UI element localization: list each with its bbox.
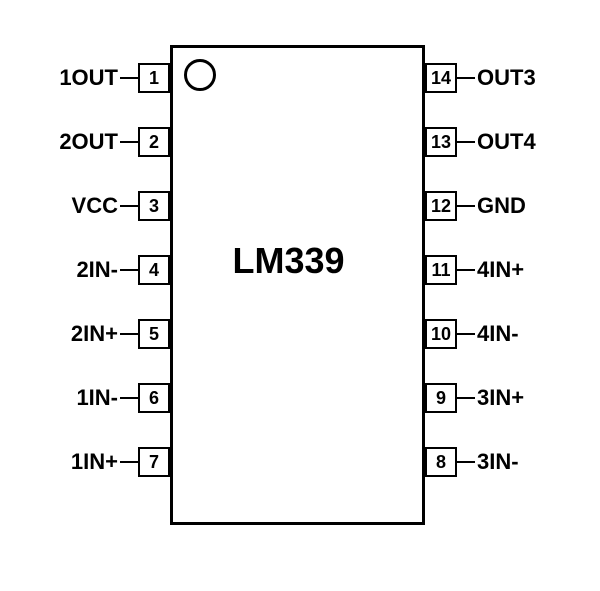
pin-lead xyxy=(120,269,138,271)
pin-lead xyxy=(120,461,138,463)
pin-label: 2IN- xyxy=(76,257,118,283)
ic-pinout-diagram: LM339 1 1OUT 2 2OUT 3 VCC 4 2IN- 5 2IN+ 6 1IN- 7 1IN+… xyxy=(0,0,600,591)
pin-label: OUT4 xyxy=(477,129,536,155)
pin-lead xyxy=(457,397,475,399)
pin-number: 2 xyxy=(149,132,159,153)
pin-label: 4IN+ xyxy=(477,257,524,283)
pin-number: 10 xyxy=(431,324,451,345)
pin-lead xyxy=(457,205,475,207)
pin-box: 7 xyxy=(138,447,170,477)
pin-number: 6 xyxy=(149,388,159,409)
pin-label: 2OUT xyxy=(59,129,118,155)
pin-box: 5 xyxy=(138,319,170,349)
pin-lead xyxy=(457,77,475,79)
pin-number: 11 xyxy=(431,260,450,281)
pin-number: 4 xyxy=(149,260,159,281)
pin-box: 11 xyxy=(425,255,457,285)
pin-box: 12 xyxy=(425,191,457,221)
pin-lead xyxy=(120,397,138,399)
pin-number: 1 xyxy=(149,68,159,89)
pin-box: 1 xyxy=(138,63,170,93)
pin-lead xyxy=(120,141,138,143)
pin-label: 1OUT xyxy=(59,65,118,91)
pin-label: VCC xyxy=(72,193,118,219)
pin1-notch xyxy=(184,59,216,91)
pin-box: 2 xyxy=(138,127,170,157)
chip-name: LM339 xyxy=(233,240,345,282)
pin-label: GND xyxy=(477,193,526,219)
pin-label: 4IN- xyxy=(477,321,519,347)
pin-number: 8 xyxy=(436,452,446,473)
pin-lead xyxy=(120,205,138,207)
pin-label: 1IN- xyxy=(76,385,118,411)
pin-lead xyxy=(120,77,138,79)
pin-box: 4 xyxy=(138,255,170,285)
pin-number: 14 xyxy=(431,68,451,89)
pin-box: 9 xyxy=(425,383,457,413)
pin-label: OUT3 xyxy=(477,65,536,91)
pin-number: 13 xyxy=(431,132,451,153)
pin-lead xyxy=(457,333,475,335)
pin-box: 14 xyxy=(425,63,457,93)
pin-label: 2IN+ xyxy=(71,321,118,347)
pin-number: 9 xyxy=(436,388,446,409)
pin-box: 3 xyxy=(138,191,170,221)
pin-box: 13 xyxy=(425,127,457,157)
pin-number: 7 xyxy=(149,452,159,473)
pin-lead xyxy=(120,333,138,335)
chip-body xyxy=(170,45,425,525)
pin-lead xyxy=(457,461,475,463)
pin-box: 8 xyxy=(425,447,457,477)
pin-number: 12 xyxy=(431,196,451,217)
pin-box: 10 xyxy=(425,319,457,349)
pin-label: 3IN- xyxy=(477,449,519,475)
pin-label: 1IN+ xyxy=(71,449,118,475)
pin-lead xyxy=(457,141,475,143)
pin-lead xyxy=(457,269,475,271)
pin-number: 3 xyxy=(149,196,159,217)
pin-number: 5 xyxy=(149,324,159,345)
pin-box: 6 xyxy=(138,383,170,413)
pin-label: 3IN+ xyxy=(477,385,524,411)
